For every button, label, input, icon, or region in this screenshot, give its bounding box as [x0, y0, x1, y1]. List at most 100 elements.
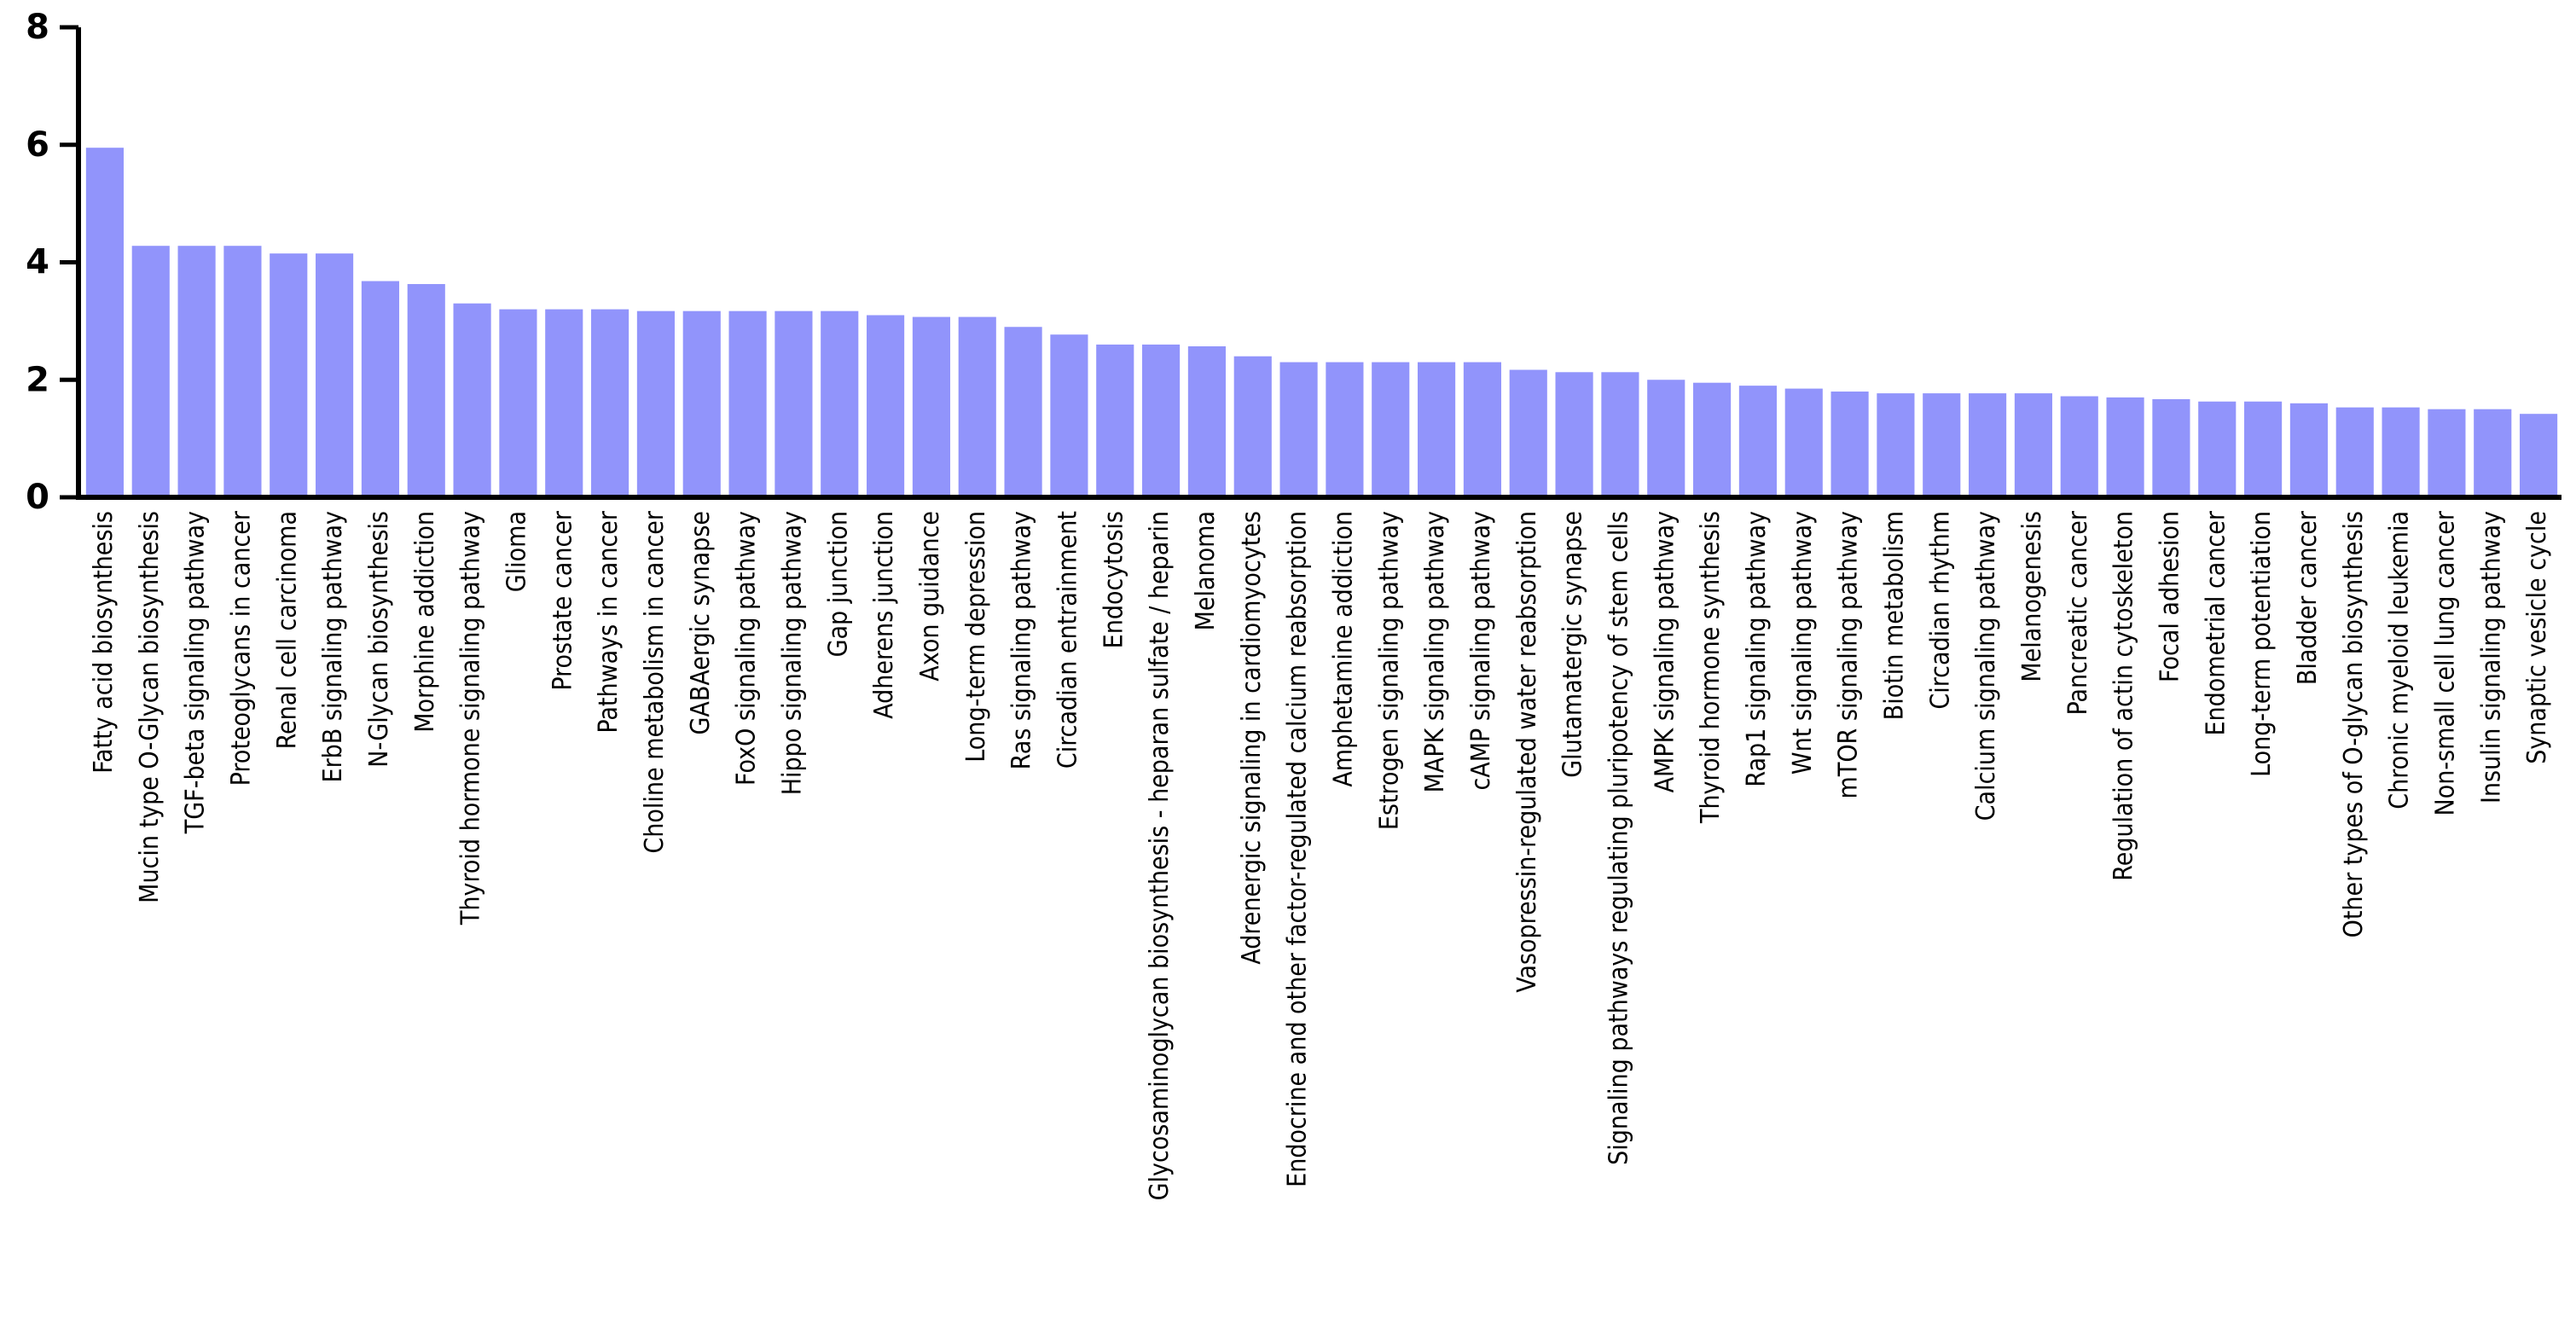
bar-32	[1555, 372, 1593, 497]
x-category-label-48: Bladder cancer	[2293, 510, 2323, 685]
bar-24	[1187, 345, 1226, 497]
bar-1	[131, 246, 170, 497]
bar-36	[1738, 386, 1777, 497]
x-category-label-15: Hippo signaling pathway	[777, 511, 807, 795]
x-category-label-30: cAMP signaling pathway	[1466, 511, 1496, 791]
x-category-label-35: Thyroid hormone synthesis	[1696, 511, 1726, 824]
bar-52	[2474, 409, 2512, 497]
y-tick-label-4: 8	[26, 8, 49, 47]
bar-9	[499, 309, 537, 497]
x-category-label-21: Circadian entrainment	[1053, 511, 1082, 769]
bar-11	[591, 309, 629, 497]
y-tick-label-2: 4	[26, 243, 49, 282]
bar-2	[177, 246, 216, 497]
bar-27	[1326, 362, 1364, 497]
x-category-label-38: mTOR signaling pathway	[1834, 511, 1864, 798]
bar-53	[2520, 414, 2558, 497]
x-category-label-7: Morphine addiction	[410, 511, 440, 733]
x-category-label-13: GABAergic synapse	[686, 511, 716, 735]
bar-48	[2289, 403, 2328, 497]
bar-8	[453, 303, 491, 497]
x-category-label-22: Endocytosis	[1099, 511, 1128, 648]
x-category-label-44: Regulation of actin cytoskeleton	[2109, 511, 2139, 881]
bar-16	[821, 310, 859, 497]
x-category-label-49: Other types of O-glycan biosynthesis	[2339, 511, 2369, 937]
x-category-label-53: Synaptic vesicle cycle	[2522, 511, 2552, 764]
x-category-label-28: Estrogen signaling pathway	[1374, 511, 1404, 830]
x-category-label-27: Amphetamine addiction	[1328, 511, 1358, 787]
bar-21	[1050, 334, 1088, 497]
x-category-label-42: Melanogenesis	[2017, 511, 2047, 682]
x-category-label-51: Non-small cell lung cancer	[2430, 510, 2460, 815]
x-category-label-8: Thyroid hormone signaling pathway	[456, 511, 486, 926]
bar-19	[958, 316, 996, 497]
bar-40	[1923, 393, 1961, 497]
bar-22	[1096, 344, 1134, 497]
x-category-label-47: Long-term potentiation	[2247, 511, 2277, 777]
y-tick-label-0: 0	[26, 478, 49, 517]
x-category-label-52: Insulin signaling pathway	[2476, 511, 2506, 804]
x-category-label-41: Calcium signaling pathway	[1971, 511, 2001, 821]
bar-51	[2428, 409, 2466, 497]
x-category-label-9: Glioma	[502, 511, 531, 592]
x-category-label-50: Chronic myeloid leukemia	[2385, 511, 2415, 809]
x-category-label-23: Glycosaminoglycan biosynthesis - heparan…	[1145, 511, 1175, 1200]
bar-17	[867, 315, 905, 497]
bar-50	[2382, 407, 2420, 497]
x-category-label-1: Mucin type O-Glycan biosynthesis	[135, 511, 165, 903]
bar-23	[1142, 344, 1181, 497]
x-category-label-33: Signaling pathways regulating pluripoten…	[1604, 511, 1633, 1165]
bar-43	[2060, 396, 2098, 497]
x-category-label-36: Rap1 signaling pathway	[1742, 511, 1772, 787]
x-category-label-45: Focal adhesion	[2155, 511, 2184, 682]
x-category-label-31: Vasopressin-regulated water reabsorption	[1512, 511, 1542, 993]
bar-38	[1830, 392, 1869, 497]
x-category-label-11: Pathways in cancer	[594, 510, 624, 733]
bar-6	[361, 281, 399, 497]
x-category-label-12: Choline metabolism in cancer	[640, 510, 670, 853]
x-category-label-29: MAPK signaling pathway	[1420, 511, 1450, 792]
bar-18	[912, 316, 950, 497]
bar-29	[1418, 362, 1456, 497]
x-category-label-4: Renal cell carcinoma	[272, 511, 302, 749]
x-category-label-18: Axon guidance	[915, 511, 945, 682]
x-category-label-16: Gap junction	[823, 511, 853, 657]
bar-44	[2106, 397, 2144, 497]
bar-4	[270, 253, 308, 497]
x-category-label-40: Circadian rhythm	[1925, 511, 1955, 710]
x-category-label-39: Biotin metabolism	[1879, 511, 1909, 720]
x-category-label-2: TGF-beta signaling pathway	[181, 511, 211, 834]
x-category-label-43: Pancreatic cancer	[2063, 510, 2093, 715]
bar-10	[545, 309, 583, 497]
x-category-label-24: Melanoma	[1191, 511, 1221, 630]
bar-20	[1004, 327, 1042, 497]
x-category-label-46: Endometrial cancer	[2201, 510, 2231, 735]
bar-30	[1463, 362, 1501, 497]
bars	[85, 148, 2558, 497]
bar-13	[682, 310, 721, 497]
y-tick-label-3: 6	[26, 125, 49, 165]
x-axis-labels: Fatty acid biosynthesis Mucin type O-Glyc…	[89, 510, 2552, 1200]
bar-49	[2335, 407, 2374, 497]
x-category-label-25: Adrenergic signaling in cardiomyocytes	[1237, 511, 1267, 965]
bar-7	[407, 283, 445, 497]
x-category-label-26: Endocrine and other factor-regulated cal…	[1283, 511, 1313, 1187]
bar-5	[316, 253, 354, 497]
bar-0	[85, 148, 124, 497]
bar-28	[1372, 362, 1410, 497]
x-category-label-14: FoxO signaling pathway	[732, 511, 762, 786]
bar-37	[1784, 388, 1823, 497]
x-category-label-34: AMPK signaling pathway	[1650, 511, 1680, 792]
x-category-label-6: N-Glycan biosynthesis	[364, 511, 394, 768]
bar-42	[2014, 393, 2052, 497]
x-category-label-5: ErbB signaling pathway	[318, 511, 348, 783]
x-category-label-10: Prostate cancer	[548, 510, 577, 691]
y-tick-label-1: 2	[26, 360, 49, 399]
bar-41	[1969, 393, 2007, 497]
y-axis-ticks: 0 2 4 6 8	[26, 8, 78, 517]
bar-46	[2198, 401, 2237, 497]
x-category-label-3: Proteoglycans in cancer	[226, 510, 256, 786]
x-category-label-37: Wnt signaling pathway	[1788, 511, 1818, 775]
x-category-label-32: Glutamatergic synapse	[1558, 511, 1588, 778]
